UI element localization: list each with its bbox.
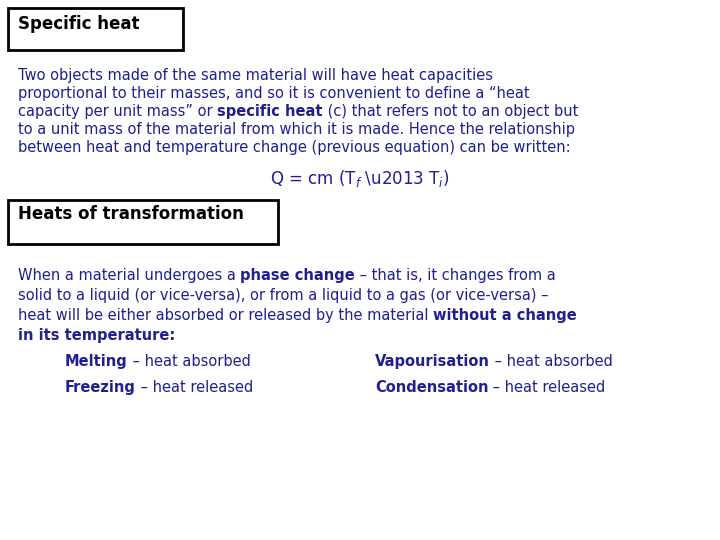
Text: Melting: Melting	[65, 354, 127, 369]
Text: without a change: without a change	[433, 308, 577, 323]
Text: capacity per unit mass” or: capacity per unit mass” or	[18, 104, 217, 119]
Text: Q = cm (T$_f$ \u2013 T$_i$): Q = cm (T$_f$ \u2013 T$_i$)	[270, 168, 450, 189]
Text: When a material undergoes a: When a material undergoes a	[18, 268, 240, 283]
Text: Freezing: Freezing	[65, 380, 136, 395]
Text: Vapourisation: Vapourisation	[375, 354, 490, 369]
Text: solid to a liquid (or vice-versa), or from a liquid to a gas (or vice-versa) –: solid to a liquid (or vice-versa), or fr…	[18, 288, 549, 303]
Text: heat will be either absorbed or released by the material: heat will be either absorbed or released…	[18, 308, 433, 323]
Text: – heat absorbed: – heat absorbed	[127, 354, 251, 369]
Text: – heat released: – heat released	[136, 380, 253, 395]
Text: phase change: phase change	[240, 268, 355, 283]
Text: specific heat: specific heat	[217, 104, 323, 119]
Text: between heat and temperature change (previous equation) can be written:: between heat and temperature change (pre…	[18, 140, 571, 155]
Text: Specific heat: Specific heat	[18, 15, 140, 33]
Bar	[8, 200, 278, 244]
Text: in its temperature:: in its temperature:	[18, 328, 175, 343]
Text: Heats of transformation: Heats of transformation	[18, 205, 244, 223]
Text: – heat released: – heat released	[488, 380, 606, 395]
Text: – that is, it changes from a: – that is, it changes from a	[355, 268, 556, 283]
Text: (c) that refers not to an object but: (c) that refers not to an object but	[323, 104, 578, 119]
Text: Two objects made of the same material will have heat capacities: Two objects made of the same material wi…	[18, 68, 493, 83]
Text: proportional to their masses, and so it is convenient to define a “heat: proportional to their masses, and so it …	[18, 86, 530, 101]
Text: Condensation: Condensation	[375, 380, 488, 395]
Text: – heat absorbed: – heat absorbed	[490, 354, 613, 369]
Bar	[8, 8, 183, 50]
Text: to a unit mass of the material from which it is made. Hence the relationship: to a unit mass of the material from whic…	[18, 122, 575, 137]
